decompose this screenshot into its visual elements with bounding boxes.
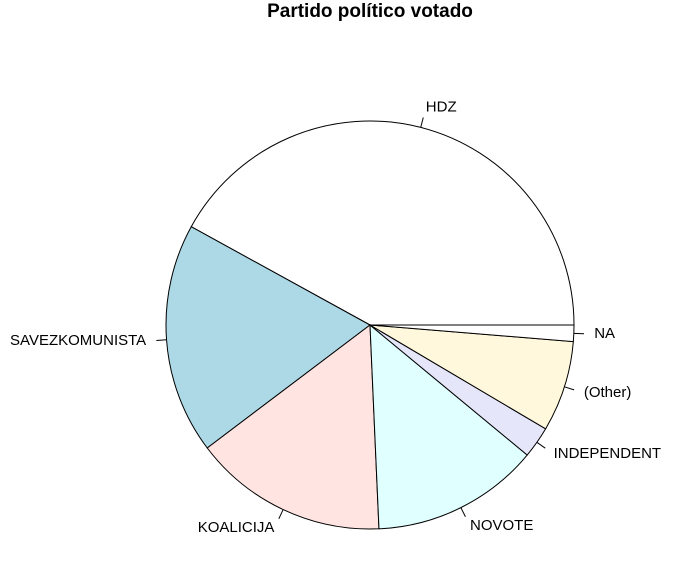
pie-label-other: (Other) xyxy=(584,384,632,401)
pie-tick-savezkomunista xyxy=(156,339,167,341)
pie-label-savezkomunista: SAVEZKOMUNISTA xyxy=(10,332,146,349)
pie-slice-koalicija xyxy=(206,324,380,530)
pie-labels: HDZ SAVEZKOMUNISTA KOALICIJA NOVOTE INDEPEND… xyxy=(10,99,661,536)
pie-label-koalicija: KOALICIJA xyxy=(198,519,275,536)
pie-label-independent: INDEPENDENT xyxy=(554,445,662,462)
pie-label-novote: NOVOTE xyxy=(470,517,533,534)
pie-tick-hdz xyxy=(420,117,424,128)
pie-label-hdz: HDZ xyxy=(426,99,457,116)
pie-slices xyxy=(165,120,575,530)
pie-tick-independent xyxy=(536,441,546,449)
pie-tick-novote xyxy=(460,507,466,517)
pie-tick-other xyxy=(564,386,575,391)
chart-title: Partido político votado xyxy=(267,1,473,22)
pie-label-ticks xyxy=(156,117,585,520)
pie-slice-na xyxy=(369,324,575,343)
pie-tick-koalicija xyxy=(278,509,284,520)
pie-label-na: NA xyxy=(594,325,615,342)
pie-slice-novote xyxy=(369,323,528,530)
